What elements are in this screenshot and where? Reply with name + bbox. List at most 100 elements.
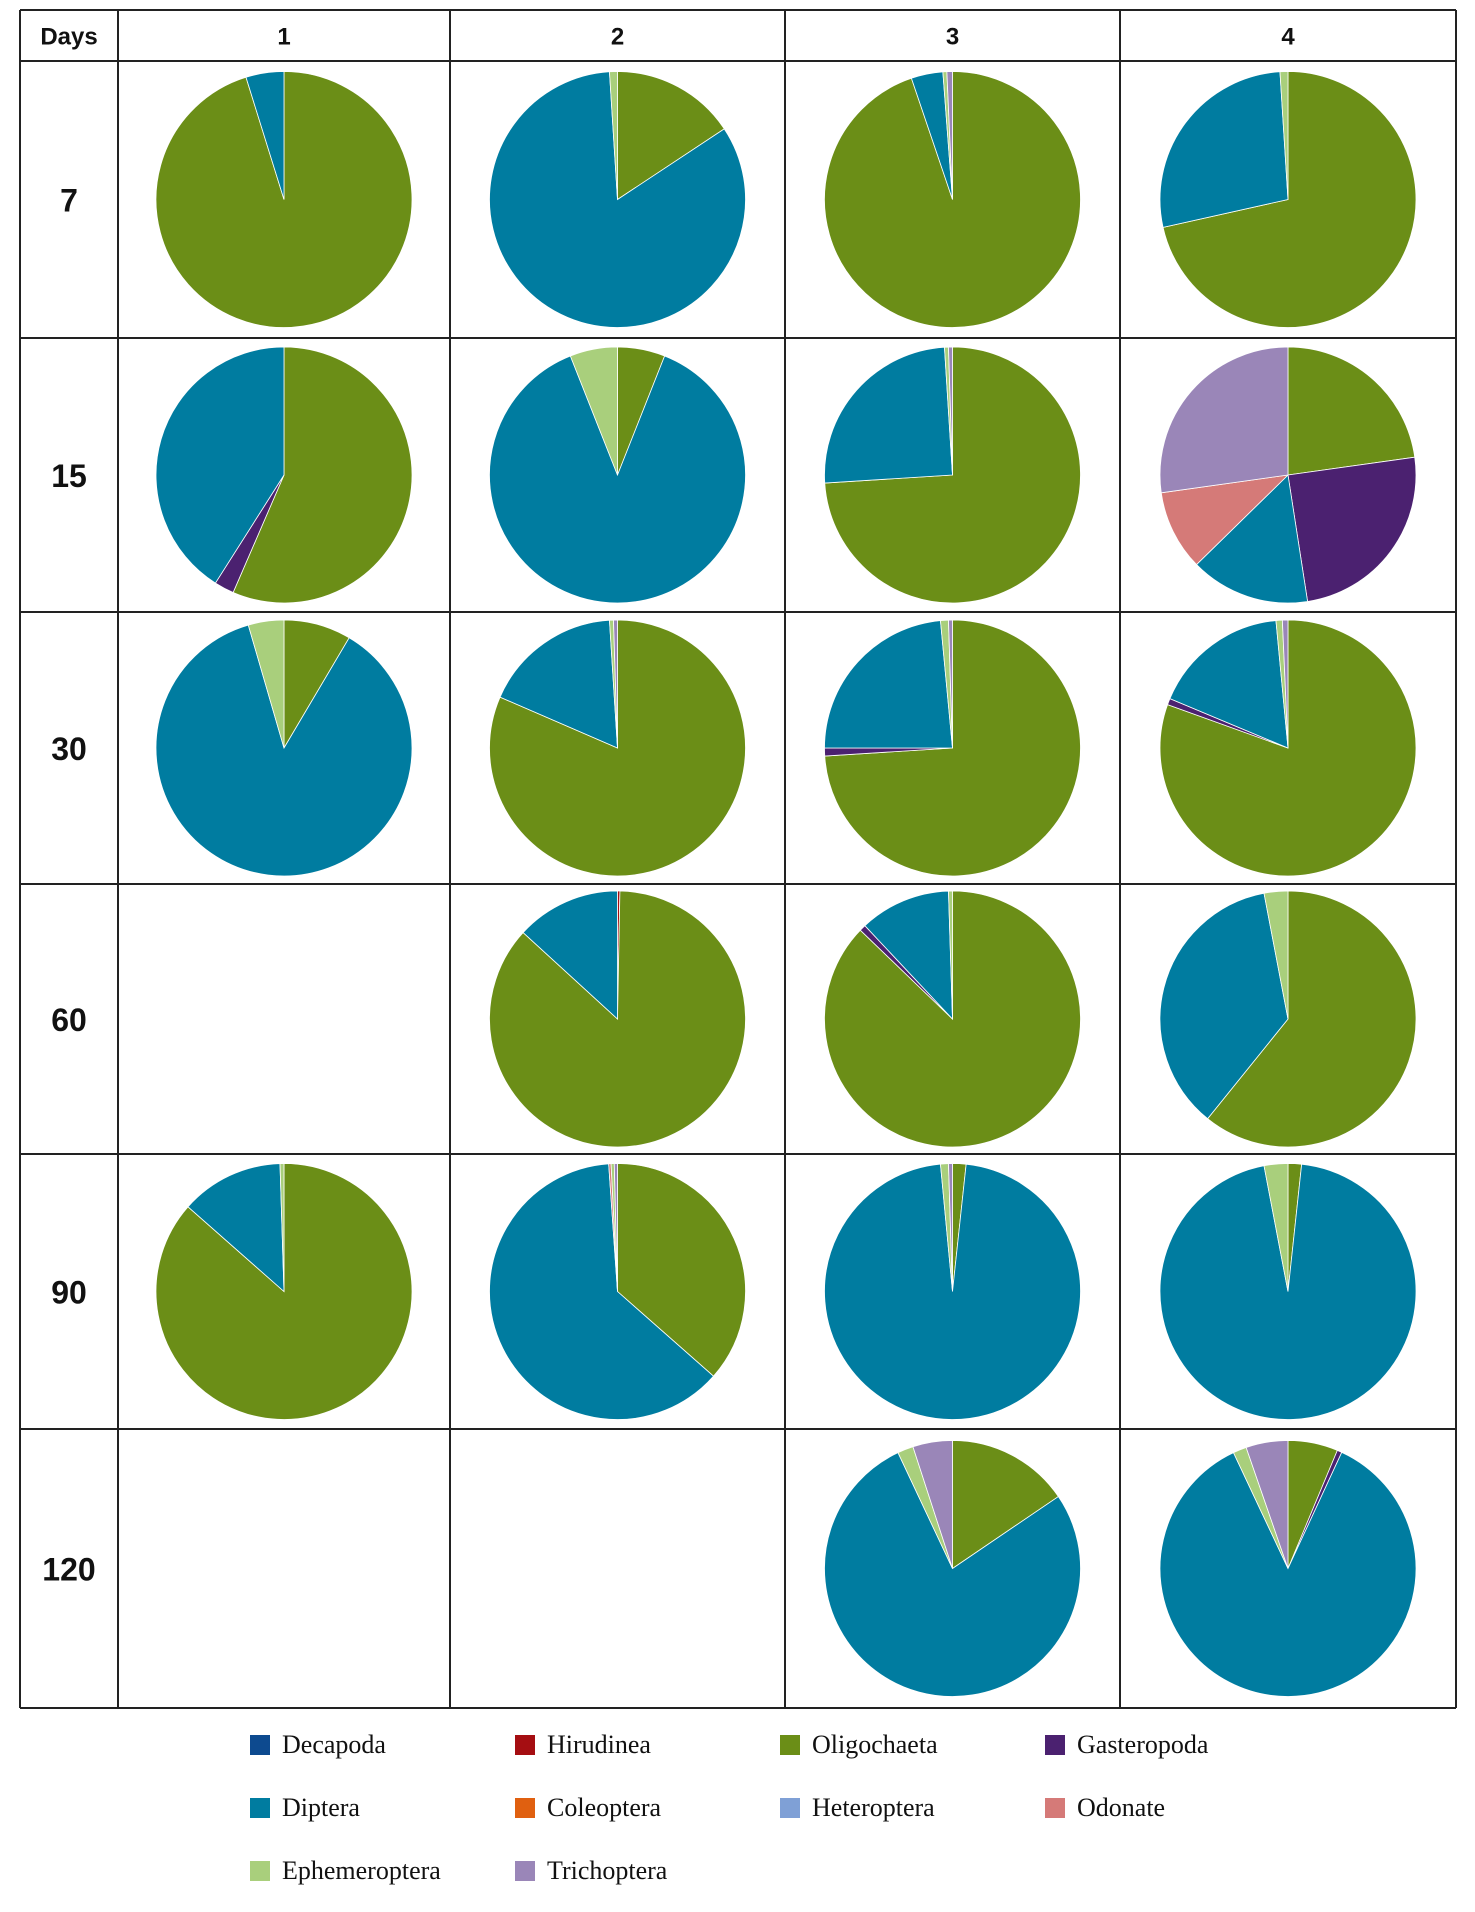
pie-day-120-site-3 [824, 1440, 1081, 1697]
legend-label: Decapoda [282, 1730, 386, 1759]
pie-day-90-site-4 [1159, 1163, 1417, 1420]
pie-day-30-site-3 [824, 619, 1081, 877]
legend-swatch [250, 1861, 270, 1881]
chart-legend: Decapoda Hirudinea Oligochaeta Gasteropoda D… [250, 1730, 1300, 1910]
legend-item-hirudinea: Hirudinea [515, 1730, 651, 1760]
pie-slice-diptera [1159, 1163, 1417, 1420]
pie-slice-gasteropoda [1287, 456, 1417, 602]
column-header-2: 2 [611, 24, 624, 51]
legend-label: Gasteropoda [1077, 1730, 1209, 1759]
pie-slice-diptera [1159, 71, 1289, 228]
pie-slice-diptera [489, 355, 746, 604]
legend-item-gasteropoda: Gasteropoda [1045, 1730, 1208, 1760]
pie-day-7-site-3 [824, 71, 1081, 328]
pie-slice-trichoptera [613, 1163, 618, 1292]
pie-slice-diptera [499, 619, 618, 749]
pie-slice-diptera [155, 346, 285, 584]
legend-item-coleoptera: Coleoptera [515, 1793, 661, 1823]
pie-slice-diptera [1195, 474, 1309, 604]
pie-slice-trichoptera [912, 1440, 953, 1569]
legend-swatch [780, 1798, 800, 1818]
pie-day-120-site-4 [1159, 1440, 1417, 1697]
legend-label: Heteroptera [812, 1793, 935, 1822]
legend-item-oligochaeta: Oligochaeta [780, 1730, 938, 1760]
pie-day-90-site-3 [824, 1163, 1081, 1420]
pie-slice-diptera [824, 620, 953, 749]
row-header-day-7: 7 [60, 183, 78, 219]
pie-day-15-site-2 [489, 346, 746, 604]
pie-day-30-site-2 [489, 619, 746, 877]
legend-swatch [1045, 1798, 1065, 1818]
pie-day-7-site-1 [155, 71, 413, 328]
pie-slice-diptera [824, 1452, 1081, 1697]
pie-slice-diptera [245, 71, 285, 200]
pie-day-90-site-2 [489, 1163, 746, 1420]
pie-slice-trichoptera [948, 1163, 953, 1292]
row-header-day-30: 30 [51, 731, 87, 767]
pie-slice-trichoptera [948, 346, 953, 476]
pie-slice-ephemeroptera [609, 71, 618, 200]
pie-slice-oligochaeta [232, 346, 413, 604]
legend-item-trichoptera: Trichoptera [515, 1856, 667, 1886]
legend-label: Odonate [1077, 1793, 1166, 1822]
legend-item-diptera: Diptera [250, 1793, 360, 1823]
legend-label: Oligochaeta [812, 1730, 938, 1759]
pie-slice-diptera [187, 1163, 285, 1293]
row-header-day-120: 120 [42, 1552, 95, 1588]
pie-slice-diptera [864, 890, 953, 1021]
row-header-day-15: 15 [51, 458, 87, 494]
pie-slice-diptera [1159, 892, 1289, 1120]
pie-slice-oligochaeta [1162, 71, 1417, 328]
legend-label: Diptera [282, 1793, 360, 1822]
pie-slice-trichoptera [613, 619, 618, 749]
legend-swatch [515, 1861, 535, 1881]
header-corner-days: Days [40, 24, 97, 51]
row-header-day-90: 90 [51, 1275, 87, 1311]
pie-day-7-site-4 [1159, 71, 1417, 328]
pie-day-15-site-4 [1159, 346, 1417, 604]
row-header-day-60: 60 [51, 1002, 87, 1038]
legend-swatch [250, 1798, 270, 1818]
pie-grid-chart: Days 1 2 3 4 7 15 30 60 90 120 [19, 9, 1457, 1709]
legend-label: Ephemeroptera [282, 1856, 441, 1885]
pie-day-30-site-1 [155, 619, 413, 877]
pie-slice-diptera [489, 71, 746, 328]
pie-slice-ephemeroptera [1279, 71, 1289, 200]
legend-label: Hirudinea [547, 1730, 651, 1759]
pie-slice-diptera [155, 624, 413, 877]
column-header-3: 3 [946, 24, 959, 51]
pie-day-15-site-1 [155, 346, 413, 604]
pie-slice-diptera [1169, 620, 1289, 749]
table-grid-lines [19, 9, 1457, 1709]
pie-slice-oligochaeta [1207, 890, 1417, 1148]
pie-slice-trichoptera [948, 619, 953, 749]
pie-slice-ephemeroptera [279, 1163, 285, 1292]
pie-slice-oligochaeta [617, 71, 725, 201]
pie-slice-oligochaeta [952, 1440, 1059, 1570]
pie-slice-ephemeroptera [1263, 890, 1289, 1020]
column-header-1: 1 [277, 24, 290, 51]
pie-slice-ephemeroptera [948, 890, 953, 1020]
legend-swatch [515, 1735, 535, 1755]
legend-swatch [515, 1798, 535, 1818]
pie-day-15-site-3 [824, 346, 1081, 604]
pie-slice-odonate [1160, 474, 1290, 566]
pie-slice-diptera [1159, 1451, 1417, 1697]
legend-swatch [1045, 1735, 1065, 1755]
pie-slice-diptera [824, 346, 953, 484]
pie-slice-ephemeroptera [247, 619, 285, 749]
pie-day-30-site-4 [1159, 619, 1417, 877]
pie-day-7-site-2 [489, 71, 746, 328]
pie-slice-diptera [522, 890, 618, 1020]
pie-day-60-site-2 [489, 890, 746, 1148]
legend-label: Coleoptera [547, 1793, 662, 1822]
legend-item-heteroptera: Heteroptera [780, 1793, 935, 1823]
pie-slice-trichoptera [1159, 346, 1289, 494]
legend-item-ephemeroptera: Ephemeroptera [250, 1856, 441, 1886]
pie-slice-ephemeroptera [569, 346, 618, 476]
pie-slice-trichoptera [1281, 619, 1289, 749]
pie-slice-trichoptera [946, 71, 953, 200]
legend-item-decapoda: Decapoda [250, 1730, 386, 1760]
pie-slice-oligochaeta [617, 1163, 746, 1377]
pie-slice-ephemeroptera [1263, 1163, 1289, 1292]
